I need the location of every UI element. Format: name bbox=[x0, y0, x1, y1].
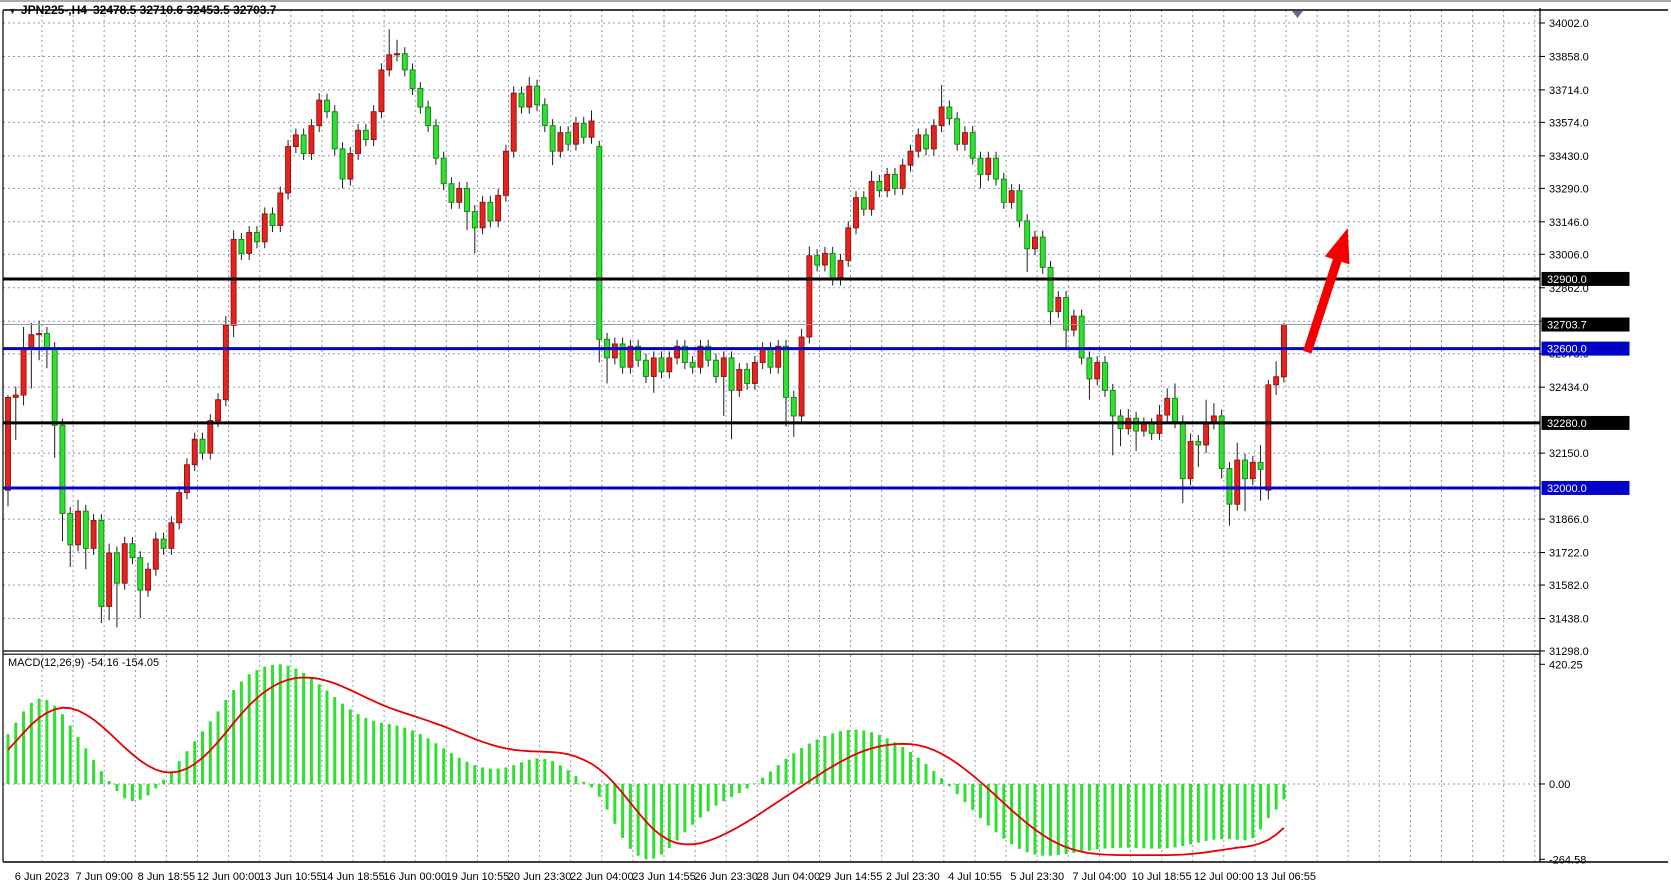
macd-indicator-label: MACD(12,26,9) -54.16 -154.05 bbox=[8, 657, 159, 669]
chart-title: ▼ JPN225-,H4 32478.5 32710.6 32453.5 32703… bbox=[8, 3, 276, 17]
macd-main-value: -54.16 bbox=[87, 657, 119, 669]
svg-text:13 Jun 10:55: 13 Jun 10:55 bbox=[259, 871, 323, 883]
shift-marker-icon[interactable] bbox=[1292, 11, 1303, 18]
svg-text:32280.0: 32280.0 bbox=[1547, 418, 1587, 430]
svg-text:20 Jun 23:30: 20 Jun 23:30 bbox=[508, 871, 572, 883]
svg-text:16 Jun 00:00: 16 Jun 00:00 bbox=[383, 871, 447, 883]
svg-text:8 Jun 18:55: 8 Jun 18:55 bbox=[138, 871, 196, 883]
price-axis[interactable]: 34002.0 33858.0 33714.0 33574.0 33430.0 33290… bbox=[1540, 18, 1589, 658]
price-badge-32600.0: 32600.0 bbox=[1541, 341, 1630, 356]
svg-text:32000.0: 32000.0 bbox=[1547, 483, 1587, 495]
svg-text:32703.7: 32703.7 bbox=[1547, 320, 1587, 332]
macd-name: MACD(12,26,9) bbox=[8, 657, 85, 669]
svg-text:26 Jun 23:30: 26 Jun 23:30 bbox=[694, 871, 758, 883]
svg-text:32900.0: 32900.0 bbox=[1547, 274, 1587, 286]
svg-text:31582.0: 31582.0 bbox=[1549, 580, 1589, 592]
svg-text:33714.0: 33714.0 bbox=[1549, 85, 1589, 97]
macd-signal-value: -154.05 bbox=[121, 657, 160, 669]
symbol-timeframe-label[interactable]: JPN225-,H4 bbox=[20, 3, 87, 17]
svg-text:23 Jun 14:55: 23 Jun 14:55 bbox=[632, 871, 696, 883]
time-axis[interactable]: 6 Jun 2023 7 Jun 09:00 8 Jun 18:55 12 Jun 0… bbox=[15, 871, 1316, 883]
price-badge-32280.0: 32280.0 bbox=[1541, 415, 1630, 430]
svg-text:33430.0: 33430.0 bbox=[1549, 151, 1589, 163]
svg-text:32600.0: 32600.0 bbox=[1547, 344, 1587, 356]
svg-text:33146.0: 33146.0 bbox=[1549, 217, 1589, 229]
svg-text:31722.0: 31722.0 bbox=[1549, 548, 1589, 560]
ohlc-values: 32478.5 32710.6 32453.5 32703.7 bbox=[92, 3, 277, 17]
buy-arrow-annotation[interactable] bbox=[1303, 228, 1350, 354]
svg-text:22 Jun 04:00: 22 Jun 04:00 bbox=[570, 871, 634, 883]
svg-text:13 Jul 06:55: 13 Jul 06:55 bbox=[1256, 871, 1316, 883]
svg-text:32150.0: 32150.0 bbox=[1549, 448, 1589, 460]
svg-text:29 Jun 14:55: 29 Jun 14:55 bbox=[819, 871, 883, 883]
svg-text:2 Jul 23:30: 2 Jul 23:30 bbox=[886, 871, 940, 883]
grid bbox=[3, 10, 1540, 861]
svg-text:7 Jun 09:00: 7 Jun 09:00 bbox=[75, 871, 133, 883]
svg-text:10 Jul 18:55: 10 Jul 18:55 bbox=[1132, 871, 1192, 883]
svg-text:12 Jul 00:00: 12 Jul 00:00 bbox=[1194, 871, 1254, 883]
candles-layer bbox=[5, 29, 1287, 628]
svg-text:12 Jun 00:00: 12 Jun 00:00 bbox=[197, 871, 261, 883]
chart-border bbox=[2, 8, 1668, 863]
svg-text:19 Jun 10:55: 19 Jun 10:55 bbox=[446, 871, 510, 883]
svg-text:33574.0: 33574.0 bbox=[1549, 117, 1589, 129]
price-badge-32900.0: 32900.0 bbox=[1541, 271, 1630, 286]
svg-text:34002.0: 34002.0 bbox=[1549, 18, 1589, 30]
svg-text:33858.0: 33858.0 bbox=[1549, 51, 1589, 63]
svg-text:0.00: 0.00 bbox=[1549, 779, 1570, 791]
svg-text:5 Jul 23:30: 5 Jul 23:30 bbox=[1010, 871, 1064, 883]
price-badge-32703.7: 32703.7 bbox=[1541, 317, 1630, 332]
svg-text:33290.0: 33290.0 bbox=[1549, 183, 1589, 195]
svg-text:28 Jun 04:00: 28 Jun 04:00 bbox=[757, 871, 821, 883]
svg-text:6 Jun 2023: 6 Jun 2023 bbox=[15, 871, 69, 883]
svg-text:7 Jul 04:00: 7 Jul 04:00 bbox=[1072, 871, 1126, 883]
svg-text:420.25: 420.25 bbox=[1549, 659, 1583, 671]
svg-text:31438.0: 31438.0 bbox=[1549, 613, 1589, 625]
svg-text:31866.0: 31866.0 bbox=[1549, 514, 1589, 526]
price-badge-32000.0: 32000.0 bbox=[1541, 480, 1630, 495]
svg-text:33006.0: 33006.0 bbox=[1549, 249, 1589, 261]
macd-signal-line bbox=[7, 676, 1285, 856]
svg-text:32434.0: 32434.0 bbox=[1549, 382, 1589, 394]
macd-axis[interactable]: 420.25 0.00 -264.58 bbox=[1540, 659, 1586, 866]
svg-text:4 Jul 10:55: 4 Jul 10:55 bbox=[948, 871, 1002, 883]
symbol-dropdown-icon[interactable]: ▼ bbox=[8, 6, 17, 16]
svg-text:14 Jun 18:55: 14 Jun 18:55 bbox=[321, 871, 385, 883]
svg-text:31298.0: 31298.0 bbox=[1549, 646, 1589, 658]
svg-text:-264.58: -264.58 bbox=[1549, 854, 1586, 866]
